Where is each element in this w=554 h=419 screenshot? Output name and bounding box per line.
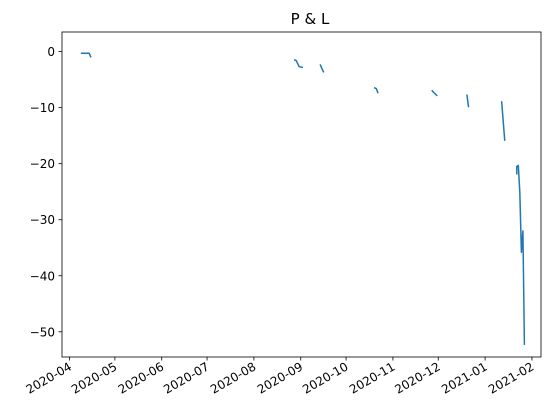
series-line-segment (500, 101, 506, 141)
series-line-segment (319, 64, 325, 73)
x-tick-label: 2021-02 (486, 359, 536, 396)
y-tick-label: −10 (30, 101, 55, 115)
series-line-segment (80, 52, 92, 58)
y-tick-label: −20 (30, 157, 55, 171)
plot-frame (61, 31, 542, 358)
series-line-segment (431, 89, 438, 97)
y-tick-label: 0 (47, 45, 55, 59)
x-tick-label: 2020-06 (116, 359, 166, 396)
x-tick-label: 2020-12 (392, 359, 442, 396)
series-line-segment (466, 94, 470, 108)
x-axis: 2020-042020-052020-062020-072020-082020-… (24, 357, 536, 397)
x-tick-label: 2020-08 (208, 359, 258, 396)
plot-lines (80, 52, 526, 345)
x-tick-label: 2020-09 (255, 359, 305, 396)
x-tick-label: 2020-07 (161, 359, 211, 396)
y-axis: 0 −10 −20 −30 −40 −50 (30, 45, 62, 339)
x-tick-label: 2021-01 (439, 359, 489, 396)
series-line-segment (516, 164, 526, 345)
y-tick-label: −30 (30, 213, 55, 227)
series-line-segment (373, 87, 379, 94)
x-tick-label: 2020-04 (24, 359, 74, 396)
x-tick-label: 2020-10 (300, 359, 350, 396)
chart-title: P & L (291, 10, 330, 28)
y-tick-label: −50 (30, 325, 55, 339)
y-tick-label: −40 (30, 269, 55, 283)
x-tick-label: 2020-11 (347, 359, 397, 396)
series-line-segment (293, 59, 304, 69)
x-tick-label: 2020-05 (69, 359, 119, 396)
